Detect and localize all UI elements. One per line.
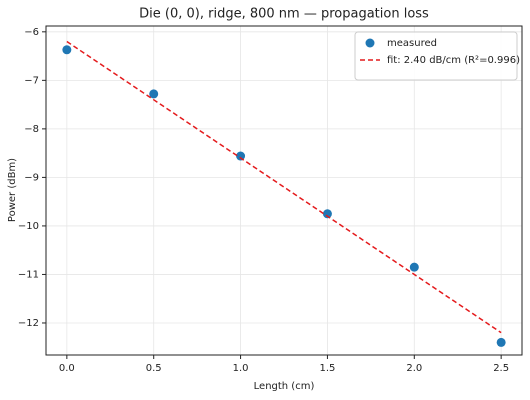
y-tick-label: −11 [18, 269, 39, 280]
legend-swatch [365, 38, 375, 48]
y-tick-label: −7 [24, 75, 39, 86]
data-point [62, 45, 72, 55]
fit-line [66, 40, 502, 334]
y-tick-label: −12 [18, 318, 39, 329]
chart-title: Die (0, 0), ridge, 800 nm — propagation … [139, 7, 429, 22]
x-tick-label: 1.0 [233, 363, 249, 374]
data-point [149, 89, 159, 99]
y-tick-label: −10 [18, 221, 39, 232]
y-tick-label: −9 [24, 172, 39, 183]
x-tick-label: 0.0 [59, 363, 75, 374]
legend-label: fit: 2.40 dB/cm (R²=0.996) [387, 55, 520, 66]
x-tick-label: 2.5 [493, 363, 509, 374]
data-point [496, 337, 506, 347]
data-point [409, 262, 419, 272]
data-point [322, 209, 332, 219]
x-axis-label: Length (cm) [254, 381, 315, 392]
y-tick-label: −8 [24, 124, 39, 135]
y-tick-label: −6 [24, 27, 39, 38]
y-axis-label: Power (dBm) [7, 158, 18, 222]
legend-box [354, 31, 518, 81]
x-tick-label: 2.0 [406, 363, 422, 374]
legend-label: measured [387, 38, 437, 49]
data-point [236, 151, 246, 161]
x-tick-label: 0.5 [146, 363, 162, 374]
plot-frame [45, 25, 523, 356]
x-tick-label: 1.5 [319, 363, 335, 374]
